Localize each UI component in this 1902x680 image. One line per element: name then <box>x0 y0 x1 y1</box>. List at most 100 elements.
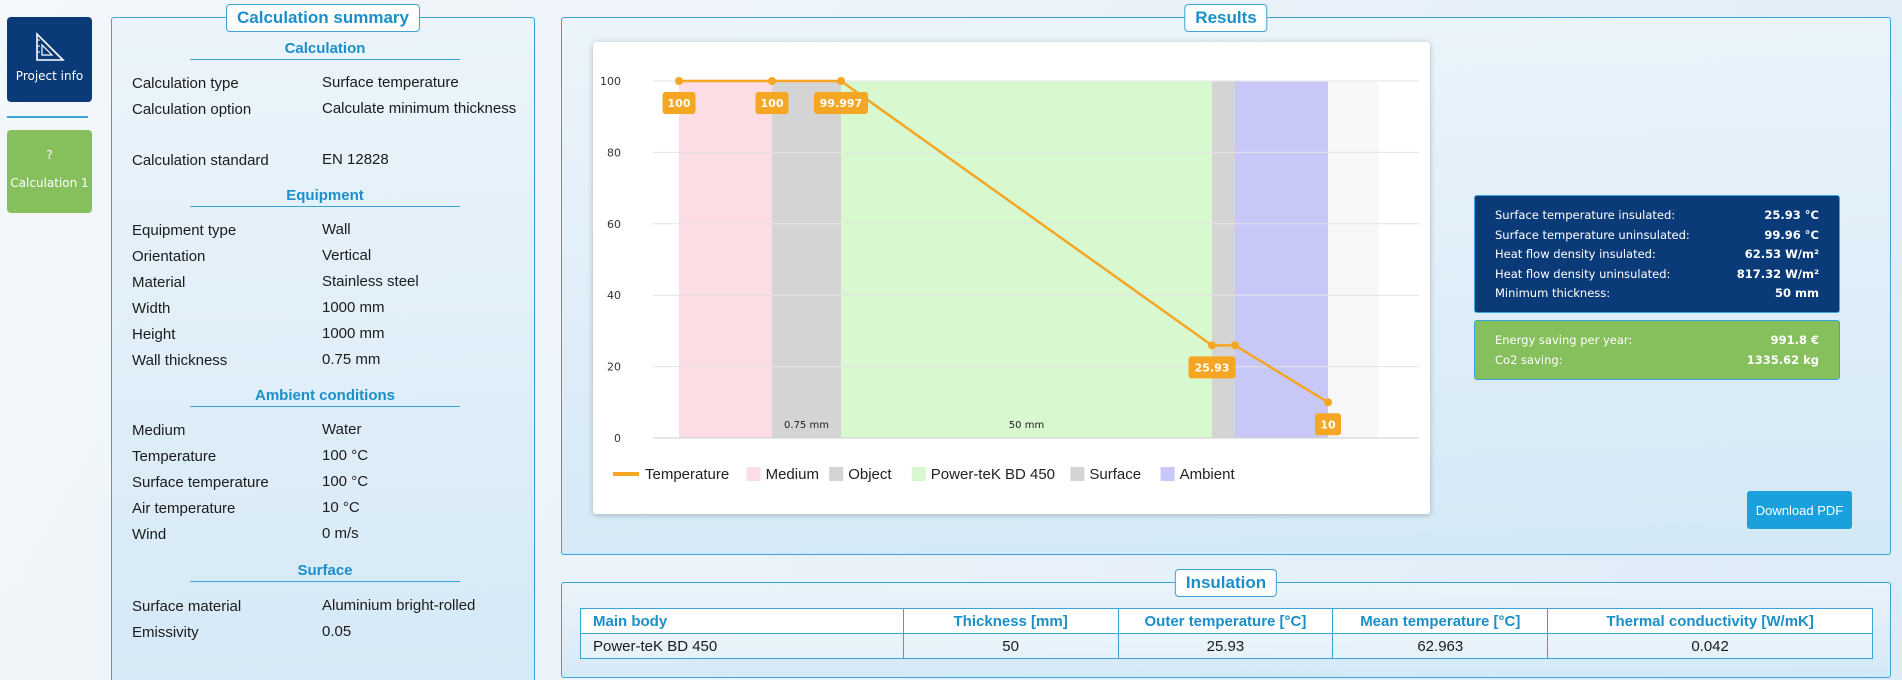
column-header: Outer temperature [°C] <box>1117 608 1334 634</box>
legend-swatch <box>829 467 844 481</box>
legend-label: Ambient <box>1180 466 1236 483</box>
legend-swatch <box>1160 467 1175 481</box>
legend-swatch <box>911 467 926 481</box>
chart-y-tick-label: 20 <box>607 361 621 374</box>
calculation-1-label: Calculation 1 <box>10 176 89 190</box>
calculation-summary-panel: Calculation summary Calculation Calculat… <box>111 4 535 680</box>
summary-label: Height <box>132 326 176 343</box>
summary-value: 100 °C <box>322 447 369 464</box>
stat-value: 99.96 °C <box>1764 227 1819 242</box>
summary-value: EN 12828 <box>322 151 389 168</box>
chart-data-label: 100 <box>668 97 691 110</box>
chart-data-point <box>768 77 776 85</box>
summary-label: Calculation option <box>132 101 252 118</box>
summary-value: Calculate minimum thickness <box>322 100 517 117</box>
column-header: Thermal conductivity [W/mK] <box>1547 608 1873 634</box>
chart-y-tick-label: 80 <box>607 146 621 159</box>
summary-label: Calculation standard <box>132 152 269 169</box>
chart-region-ambient <box>1235 81 1328 438</box>
chart-region-medium <box>679 81 772 438</box>
summary-value: Stainless steel <box>322 273 419 290</box>
table-row: Power-teK BD 450 50 25.93 62.963 0.042 <box>580 633 1873 659</box>
summary-label: Air temperature <box>132 500 236 517</box>
stat-row: Minimum thickness: 50 mm <box>1495 286 1819 306</box>
chart-y-tick-label: 0 <box>614 432 621 445</box>
legend-swatch <box>746 467 761 481</box>
savings-box: Energy saving per year: 991.8 € Co2 savin… <box>1474 320 1840 380</box>
results-panel: Results 0 20 40 60 80 100 0.75 mm 50 mm 100 100 99… <box>561 4 1891 555</box>
insulation-panel: Insulation Main body Thickness [mm] Oute… <box>561 569 1891 678</box>
project-info-button[interactable]: Project info <box>7 17 92 102</box>
chart-background-band <box>1328 81 1378 438</box>
summary-label: Calculation type <box>132 75 239 92</box>
saving-label: Co2 saving: <box>1495 352 1563 367</box>
stat-label: Surface temperature insulated: <box>1495 208 1676 222</box>
chart-region-power-tek-bd-450 <box>841 81 1212 438</box>
table-cell: 0.042 <box>1547 633 1873 659</box>
summary-label: Temperature <box>132 448 217 465</box>
summary-label: Surface temperature <box>132 474 269 491</box>
stat-label: Minimum thickness: <box>1495 286 1611 300</box>
summary-value: 0.05 <box>322 623 352 640</box>
stat-label: Surface temperature uninsulated: <box>1495 227 1690 242</box>
saving-row: Energy saving per year: 991.8 € <box>1495 333 1819 353</box>
chart-data-label: 99.997 <box>820 97 862 110</box>
chart-data-point <box>837 77 845 86</box>
column-header: Mean temperature [°C] <box>1332 608 1549 634</box>
legend-label: Temperature <box>645 466 729 483</box>
stat-value: 62.53 W/m² <box>1744 247 1819 261</box>
summary-label: Width <box>132 300 171 317</box>
stat-value: 50 mm <box>1775 286 1819 300</box>
chart-y-tick-label: 100 <box>600 75 621 88</box>
saving-label: Energy saving per year: <box>1495 333 1633 347</box>
summary-value: 100 °C <box>322 473 369 490</box>
summary-value: Surface temperature <box>322 74 459 91</box>
chart-data-point <box>1231 341 1239 350</box>
summary-label: Wall thickness <box>132 352 228 369</box>
table-header-row: Main body Thickness [mm] Outer temperatu… <box>580 608 1873 634</box>
insulation-table: Main body Thickness [mm] Outer temperatu… <box>580 608 1873 659</box>
summary-value: 0 m/s <box>322 525 359 542</box>
summary-label: Surface material <box>132 598 242 615</box>
download-pdf-button[interactable]: Download PDF <box>1747 491 1852 529</box>
chart-region-label: 0.75 mm <box>784 420 829 431</box>
temperature-chart: 0 20 40 60 80 100 0.75 mm 50 mm 100 100 99.997 25.9… <box>593 42 1430 514</box>
chart-data-label: 100 <box>761 97 784 110</box>
summary-label: Material <box>132 274 186 291</box>
nav-divider <box>7 116 88 118</box>
section-heading-ambient-conditions: Ambient conditions <box>190 387 460 407</box>
chart-data-label-box <box>662 92 696 114</box>
legend-label: Medium <box>766 466 819 483</box>
summary-value: 1000 mm <box>322 299 385 316</box>
saving-value: 1335.62 kg <box>1746 352 1819 367</box>
summary-label: Wind <box>132 526 167 543</box>
section-heading-equipment: Equipment <box>190 187 460 207</box>
table-cell: 62.963 <box>1332 633 1549 659</box>
chart-data-label-box <box>814 92 868 115</box>
chart-data-label: 10 <box>1320 418 1336 431</box>
results-title: Results <box>1184 4 1268 32</box>
stat-label: Heat flow density uninsulated: <box>1495 266 1671 281</box>
summary-value: 0.75 mm <box>322 351 381 368</box>
chart-data-point <box>1324 398 1332 407</box>
summary-label: Medium <box>132 422 186 439</box>
stat-row: Surface temperature insulated: 25.93 °C <box>1495 208 1819 228</box>
stat-value: 817.32 W/m² <box>1736 266 1819 281</box>
summary-label: Emissivity <box>132 624 199 641</box>
insulation-title: Insulation <box>1174 569 1278 597</box>
temperature-chart-svg: 0 20 40 60 80 100 0.75 mm 50 mm 100 100 99.997 25.9… <box>600 75 1419 483</box>
chart-y-tick-label: 40 <box>607 289 621 302</box>
column-header: Main body <box>580 608 904 634</box>
column-header: Thickness [mm] <box>902 608 1119 634</box>
legend-label: Power-teK BD 450 <box>931 466 1055 483</box>
legend-label: Object <box>848 466 892 483</box>
summary-label: Orientation <box>132 248 206 265</box>
chart-data-point <box>675 77 683 85</box>
calculation-summary-title: Calculation summary <box>226 4 420 32</box>
calculation-1-button[interactable]: ? Calculation 1 <box>7 130 92 213</box>
section-heading-surface: Surface <box>190 562 460 582</box>
saving-row: Co2 saving: 1335.62 kg <box>1495 353 1819 373</box>
legend-swatch <box>1070 467 1085 481</box>
stat-value: 25.93 °C <box>1764 208 1819 222</box>
summary-value: Vertical <box>322 247 372 264</box>
